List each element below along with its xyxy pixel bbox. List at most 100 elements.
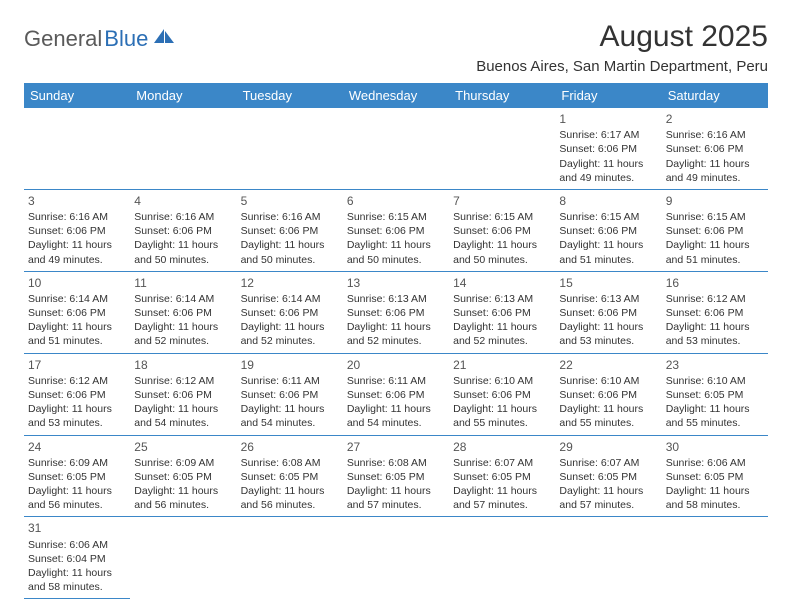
sunset-line: Sunset: 6:05 PM: [666, 388, 764, 402]
sunset-line: Sunset: 6:06 PM: [559, 224, 657, 238]
day-number: 9: [666, 193, 764, 209]
sunset-line: Sunset: 6:06 PM: [453, 224, 551, 238]
day-number: 7: [453, 193, 551, 209]
daylight-line: Daylight: 11 hours and 55 minutes.: [666, 402, 764, 430]
sunrise-line: Sunrise: 6:13 AM: [347, 292, 445, 306]
sunrise-line: Sunrise: 6:14 AM: [241, 292, 339, 306]
calendar-day-cell: 29Sunrise: 6:07 AMSunset: 6:05 PMDayligh…: [555, 435, 661, 517]
day-number: 29: [559, 439, 657, 455]
daylight-line: Daylight: 11 hours and 53 minutes.: [28, 402, 126, 430]
sunrise-line: Sunrise: 6:07 AM: [453, 456, 551, 470]
calendar-day-cell: [449, 108, 555, 189]
day-number: 30: [666, 439, 764, 455]
sunset-line: Sunset: 6:05 PM: [347, 470, 445, 484]
calendar-day-cell: [662, 517, 768, 599]
sunrise-line: Sunrise: 6:16 AM: [28, 210, 126, 224]
calendar-day-cell: 1Sunrise: 6:17 AMSunset: 6:06 PMDaylight…: [555, 108, 661, 189]
calendar-day-cell: 2Sunrise: 6:16 AMSunset: 6:06 PMDaylight…: [662, 108, 768, 189]
title-block: August 2025 Buenos Aires, San Martin Dep…: [476, 20, 768, 75]
calendar-day-cell: 8Sunrise: 6:15 AMSunset: 6:06 PMDaylight…: [555, 189, 661, 271]
daylight-line: Daylight: 11 hours and 53 minutes.: [559, 320, 657, 348]
sunrise-line: Sunrise: 6:08 AM: [347, 456, 445, 470]
daylight-line: Daylight: 11 hours and 52 minutes.: [134, 320, 232, 348]
sunrise-line: Sunrise: 6:16 AM: [666, 128, 764, 142]
sunrise-line: Sunrise: 6:09 AM: [28, 456, 126, 470]
sunrise-line: Sunrise: 6:07 AM: [559, 456, 657, 470]
sunset-line: Sunset: 6:05 PM: [453, 470, 551, 484]
sunrise-line: Sunrise: 6:06 AM: [28, 538, 126, 552]
day-number: 13: [347, 275, 445, 291]
calendar-day-cell: 3Sunrise: 6:16 AMSunset: 6:06 PMDaylight…: [24, 189, 130, 271]
calendar-day-cell: 15Sunrise: 6:13 AMSunset: 6:06 PMDayligh…: [555, 271, 661, 353]
sunrise-line: Sunrise: 6:17 AM: [559, 128, 657, 142]
day-number: 21: [453, 357, 551, 373]
sunrise-line: Sunrise: 6:10 AM: [559, 374, 657, 388]
sunset-line: Sunset: 6:06 PM: [134, 224, 232, 238]
calendar-day-cell: 22Sunrise: 6:10 AMSunset: 6:06 PMDayligh…: [555, 353, 661, 435]
sunrise-line: Sunrise: 6:10 AM: [453, 374, 551, 388]
calendar-day-cell: 14Sunrise: 6:13 AMSunset: 6:06 PMDayligh…: [449, 271, 555, 353]
sunrise-line: Sunrise: 6:12 AM: [134, 374, 232, 388]
calendar-day-cell: 20Sunrise: 6:11 AMSunset: 6:06 PMDayligh…: [343, 353, 449, 435]
daylight-line: Daylight: 11 hours and 57 minutes.: [453, 484, 551, 512]
calendar-day-cell: 12Sunrise: 6:14 AMSunset: 6:06 PMDayligh…: [237, 271, 343, 353]
day-number: 11: [134, 275, 232, 291]
sunrise-line: Sunrise: 6:11 AM: [347, 374, 445, 388]
calendar-day-cell: 26Sunrise: 6:08 AMSunset: 6:05 PMDayligh…: [237, 435, 343, 517]
day-number: 4: [134, 193, 232, 209]
calendar-day-cell: 11Sunrise: 6:14 AMSunset: 6:06 PMDayligh…: [130, 271, 236, 353]
sunset-line: Sunset: 6:06 PM: [666, 224, 764, 238]
sunset-line: Sunset: 6:06 PM: [453, 306, 551, 320]
daylight-line: Daylight: 11 hours and 52 minutes.: [347, 320, 445, 348]
sunset-line: Sunset: 6:05 PM: [666, 470, 764, 484]
weekday-header: Saturday: [662, 83, 768, 108]
sunset-line: Sunset: 6:06 PM: [28, 224, 126, 238]
daylight-line: Daylight: 11 hours and 50 minutes.: [241, 238, 339, 266]
sunset-line: Sunset: 6:06 PM: [28, 306, 126, 320]
day-number: 14: [453, 275, 551, 291]
sunset-line: Sunset: 6:06 PM: [241, 306, 339, 320]
calendar-day-cell: [343, 108, 449, 189]
sunrise-line: Sunrise: 6:13 AM: [559, 292, 657, 306]
weekday-header: Thursday: [449, 83, 555, 108]
daylight-line: Daylight: 11 hours and 56 minutes.: [241, 484, 339, 512]
daylight-line: Daylight: 11 hours and 58 minutes.: [666, 484, 764, 512]
sunrise-line: Sunrise: 6:15 AM: [453, 210, 551, 224]
sunset-line: Sunset: 6:06 PM: [347, 306, 445, 320]
sunset-line: Sunset: 6:06 PM: [666, 142, 764, 156]
calendar-day-cell: 31Sunrise: 6:06 AMSunset: 6:04 PMDayligh…: [24, 517, 130, 599]
calendar-day-cell: [449, 517, 555, 599]
daylight-line: Daylight: 11 hours and 50 minutes.: [347, 238, 445, 266]
sunset-line: Sunset: 6:06 PM: [347, 224, 445, 238]
calendar-day-cell: [343, 517, 449, 599]
calendar-day-cell: 16Sunrise: 6:12 AMSunset: 6:06 PMDayligh…: [662, 271, 768, 353]
sunset-line: Sunset: 6:06 PM: [241, 224, 339, 238]
day-number: 10: [28, 275, 126, 291]
calendar-week-row: 1Sunrise: 6:17 AMSunset: 6:06 PMDaylight…: [24, 108, 768, 189]
day-number: 5: [241, 193, 339, 209]
sunset-line: Sunset: 6:06 PM: [453, 388, 551, 402]
sunset-line: Sunset: 6:06 PM: [559, 142, 657, 156]
daylight-line: Daylight: 11 hours and 57 minutes.: [559, 484, 657, 512]
daylight-line: Daylight: 11 hours and 49 minutes.: [28, 238, 126, 266]
sunrise-line: Sunrise: 6:12 AM: [666, 292, 764, 306]
daylight-line: Daylight: 11 hours and 57 minutes.: [347, 484, 445, 512]
sunrise-line: Sunrise: 6:12 AM: [28, 374, 126, 388]
sunrise-line: Sunrise: 6:06 AM: [666, 456, 764, 470]
day-number: 15: [559, 275, 657, 291]
sunset-line: Sunset: 6:06 PM: [134, 306, 232, 320]
calendar-day-cell: 24Sunrise: 6:09 AMSunset: 6:05 PMDayligh…: [24, 435, 130, 517]
daylight-line: Daylight: 11 hours and 55 minutes.: [559, 402, 657, 430]
logo-text-general: General: [24, 26, 102, 52]
calendar-body: 1Sunrise: 6:17 AMSunset: 6:06 PMDaylight…: [24, 108, 768, 599]
location-text: Buenos Aires, San Martin Department, Per…: [476, 58, 768, 75]
calendar-day-cell: 19Sunrise: 6:11 AMSunset: 6:06 PMDayligh…: [237, 353, 343, 435]
calendar-day-cell: 28Sunrise: 6:07 AMSunset: 6:05 PMDayligh…: [449, 435, 555, 517]
month-title: August 2025: [476, 20, 768, 54]
day-number: 12: [241, 275, 339, 291]
day-number: 31: [28, 520, 126, 536]
calendar-day-cell: 9Sunrise: 6:15 AMSunset: 6:06 PMDaylight…: [662, 189, 768, 271]
calendar-week-row: 3Sunrise: 6:16 AMSunset: 6:06 PMDaylight…: [24, 189, 768, 271]
weekday-header: Monday: [130, 83, 236, 108]
daylight-line: Daylight: 11 hours and 51 minutes.: [666, 238, 764, 266]
